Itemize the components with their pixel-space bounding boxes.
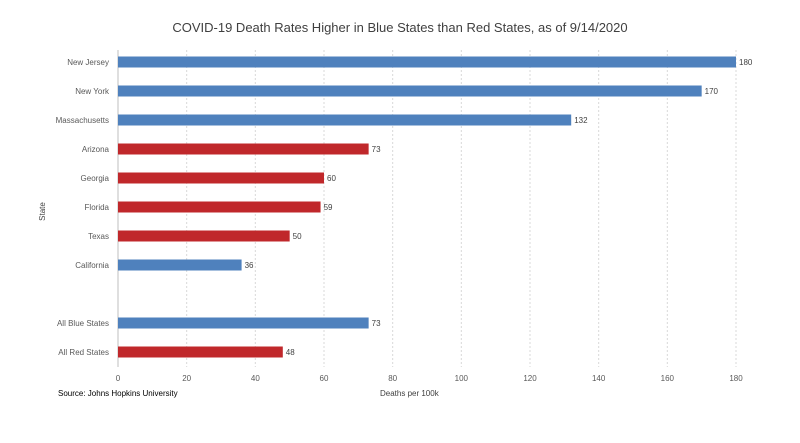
bar-blue bbox=[118, 85, 702, 97]
category-label: California bbox=[75, 261, 109, 270]
x-tick-label: 20 bbox=[182, 374, 191, 383]
x-tick-label: 40 bbox=[251, 374, 260, 383]
bar-blue bbox=[118, 56, 736, 68]
bar-red bbox=[118, 346, 283, 358]
x-tick-label: 0 bbox=[116, 374, 121, 383]
category-label: Massachusetts bbox=[56, 116, 109, 125]
bar-blue bbox=[118, 317, 369, 329]
bar-red bbox=[118, 172, 324, 184]
data-label: 73 bbox=[372, 319, 381, 328]
category-label: New Jersey bbox=[67, 58, 109, 67]
x-axis-label: Deaths per 100k bbox=[380, 389, 439, 398]
x-tick-label: 120 bbox=[523, 374, 537, 383]
data-label: 59 bbox=[324, 203, 333, 212]
category-label: Georgia bbox=[81, 174, 110, 183]
category-label: New York bbox=[75, 87, 110, 96]
data-label: 50 bbox=[293, 232, 302, 241]
bar-blue bbox=[118, 114, 572, 126]
source-note: Source: Johns Hopkins University bbox=[58, 389, 178, 398]
chart-title: COVID-19 Death Rates Higher in Blue Stat… bbox=[172, 20, 628, 35]
bar-red bbox=[118, 201, 321, 213]
x-tick-label: 100 bbox=[455, 374, 469, 383]
category-label: Florida bbox=[85, 203, 110, 212]
data-label: 48 bbox=[286, 348, 295, 357]
category-label: Arizona bbox=[82, 145, 110, 154]
category-label: All Blue States bbox=[57, 319, 109, 328]
data-label: 60 bbox=[327, 174, 336, 183]
data-label: 36 bbox=[245, 261, 254, 270]
x-tick-label: 160 bbox=[661, 374, 675, 383]
bar-blue bbox=[118, 259, 242, 271]
data-label: 132 bbox=[574, 116, 588, 125]
x-tick-label: 140 bbox=[592, 374, 606, 383]
data-label: 180 bbox=[739, 58, 753, 67]
x-tick-label: 80 bbox=[388, 374, 397, 383]
x-tick-label: 60 bbox=[320, 374, 329, 383]
category-label: All Red States bbox=[58, 348, 109, 357]
bar-red bbox=[118, 143, 369, 155]
x-tick-label: 180 bbox=[729, 374, 743, 383]
category-label: Texas bbox=[88, 232, 109, 241]
bar-red bbox=[118, 230, 290, 242]
y-axis-label: State bbox=[37, 202, 47, 221]
data-label: 170 bbox=[705, 87, 719, 96]
data-label: 73 bbox=[372, 145, 381, 154]
